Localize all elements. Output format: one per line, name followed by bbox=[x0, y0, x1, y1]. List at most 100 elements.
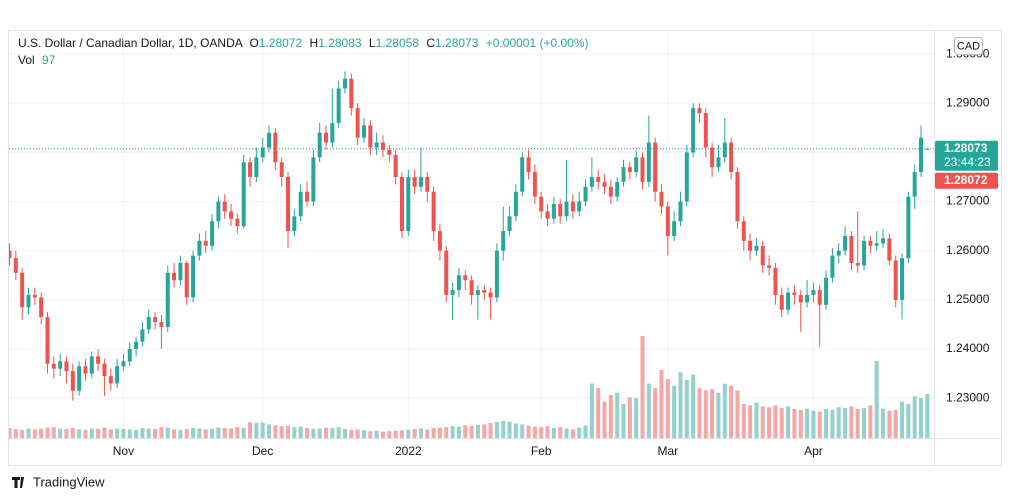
volume-bar bbox=[893, 409, 898, 438]
volume-bar bbox=[741, 404, 746, 438]
volume-bar bbox=[286, 425, 291, 438]
candle-body bbox=[311, 157, 316, 202]
candle-body bbox=[646, 142, 651, 182]
x-tick-label: Dec bbox=[252, 444, 273, 458]
volume-bar bbox=[906, 404, 911, 438]
candle-body bbox=[336, 88, 341, 123]
volume-bar bbox=[210, 428, 215, 438]
volume-bar bbox=[836, 407, 841, 438]
candle-body bbox=[355, 108, 360, 138]
candle-body bbox=[342, 78, 347, 89]
volume-bar bbox=[444, 427, 449, 438]
volume-bar bbox=[855, 408, 860, 438]
volume-bar bbox=[925, 394, 930, 438]
volume-bar bbox=[115, 428, 120, 438]
currency-box[interactable] bbox=[954, 37, 983, 55]
candle-body bbox=[501, 231, 506, 251]
candle-body bbox=[235, 218, 240, 227]
y-tick-label: 1.23000 bbox=[946, 390, 990, 404]
brand-logo[interactable]: TradingView bbox=[12, 474, 105, 489]
volume-bar bbox=[767, 407, 772, 438]
candle-body bbox=[589, 176, 594, 187]
candle-body bbox=[621, 167, 626, 182]
candle-body bbox=[855, 263, 860, 266]
grid bbox=[9, 30, 934, 438]
bid-badge bbox=[935, 172, 998, 189]
candle-body bbox=[488, 292, 493, 298]
candle-body bbox=[463, 275, 468, 281]
volume-bar bbox=[317, 428, 322, 438]
candle-body bbox=[786, 292, 791, 310]
volume-bar bbox=[20, 429, 25, 438]
candle-body bbox=[697, 108, 702, 114]
candle-body bbox=[203, 240, 208, 246]
candle-body bbox=[450, 290, 455, 295]
candle-body bbox=[393, 154, 398, 177]
volume-bar bbox=[862, 408, 867, 438]
currency-label[interactable]: CAD bbox=[957, 40, 980, 52]
candle-body bbox=[919, 137, 924, 173]
candle-body bbox=[779, 294, 784, 310]
volume-bar bbox=[722, 383, 727, 438]
open-label: O bbox=[249, 36, 258, 50]
candle-body bbox=[545, 211, 550, 219]
volume-bar bbox=[646, 383, 651, 438]
volume-bar bbox=[627, 397, 632, 438]
volume-bar bbox=[843, 408, 848, 438]
candle-body bbox=[760, 245, 765, 266]
volume-bar bbox=[773, 405, 778, 438]
volume-bar bbox=[178, 429, 183, 438]
open-value: 1.28072 bbox=[259, 36, 303, 50]
volume-bar bbox=[241, 428, 246, 438]
candle-body bbox=[399, 176, 404, 232]
candle-body bbox=[507, 216, 512, 232]
change-value: +0.00001 (+0.00%) bbox=[486, 36, 589, 50]
volume-bar bbox=[830, 409, 835, 438]
y-tick-label: 1.24000 bbox=[946, 341, 990, 355]
candle-body bbox=[684, 152, 689, 202]
candle-body bbox=[570, 201, 575, 212]
volume-bar bbox=[32, 429, 37, 438]
volume-bar bbox=[558, 427, 563, 438]
volume-bar bbox=[672, 385, 677, 438]
candle-body bbox=[849, 235, 854, 264]
volume-bar bbox=[570, 429, 575, 438]
volume-bar bbox=[336, 427, 341, 438]
candle-body bbox=[729, 142, 734, 173]
candle-body bbox=[469, 280, 474, 295]
candle-body bbox=[868, 240, 873, 246]
candle-body bbox=[608, 186, 613, 197]
candle-body bbox=[361, 125, 366, 138]
candle-body bbox=[653, 142, 658, 192]
candle-body bbox=[159, 321, 164, 327]
volume-bar bbox=[127, 429, 132, 438]
candle-body bbox=[368, 125, 373, 148]
candle-body bbox=[70, 371, 75, 391]
volume-bar bbox=[817, 411, 822, 438]
candle-body bbox=[912, 172, 917, 197]
volume-bar bbox=[96, 428, 101, 438]
volume-bar bbox=[475, 424, 480, 438]
candle-body bbox=[172, 272, 177, 281]
bid-label: 1.28072 bbox=[944, 173, 988, 187]
volume-bar bbox=[361, 430, 366, 438]
volume-bar bbox=[494, 422, 499, 438]
volume-bar bbox=[482, 424, 487, 438]
candle-body bbox=[248, 162, 253, 177]
volume-bar bbox=[608, 394, 613, 438]
volume-bar bbox=[248, 422, 253, 438]
candle-body bbox=[229, 211, 234, 219]
candle-body bbox=[874, 243, 879, 246]
high-value: 1.28083 bbox=[318, 36, 362, 50]
volume-bar bbox=[39, 428, 44, 438]
candle-body bbox=[735, 172, 740, 222]
candle-body bbox=[32, 294, 37, 298]
volume-bar bbox=[399, 430, 404, 438]
x-tick-label: Feb bbox=[531, 444, 552, 458]
volume-bar bbox=[191, 428, 196, 438]
logo-icon bbox=[12, 477, 24, 488]
volume-bar bbox=[874, 360, 879, 438]
volume-bar bbox=[431, 428, 436, 438]
volume-bar bbox=[520, 424, 525, 438]
volume-bar bbox=[678, 372, 683, 438]
